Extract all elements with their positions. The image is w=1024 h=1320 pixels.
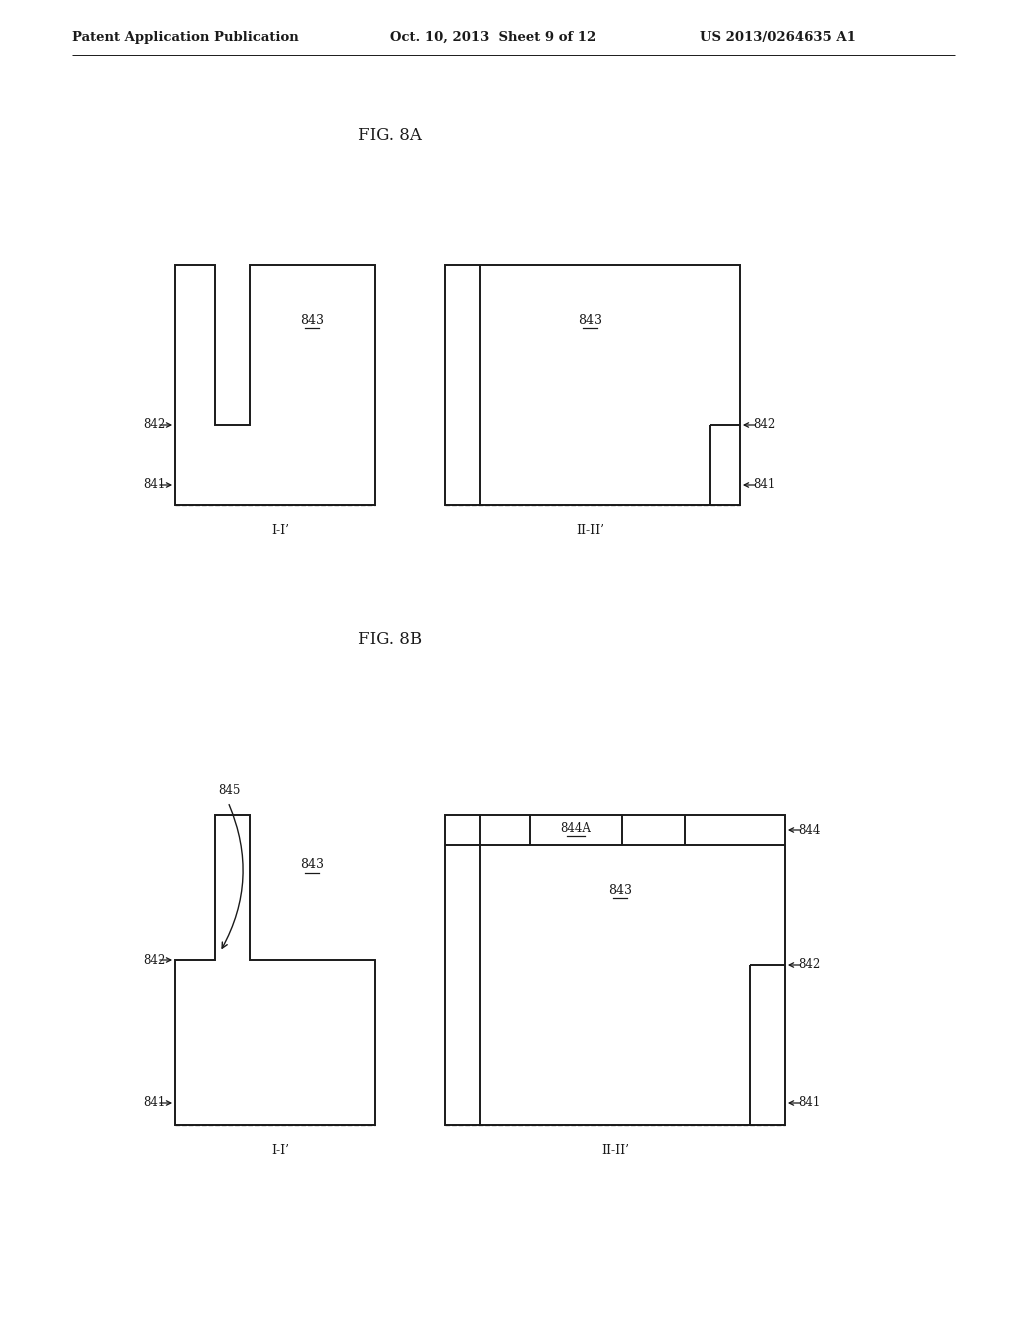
Text: US 2013/0264635 A1: US 2013/0264635 A1 [700,30,856,44]
Text: 842: 842 [798,958,820,972]
Text: 842: 842 [753,418,775,432]
Text: Patent Application Publication: Patent Application Publication [72,30,299,44]
Text: FIG. 8A: FIG. 8A [358,127,422,144]
Text: 841: 841 [143,479,166,491]
Text: 841: 841 [753,479,775,491]
Text: 844A: 844A [560,821,592,834]
Text: 843: 843 [578,314,602,326]
Text: 841: 841 [143,1097,166,1110]
Text: 844: 844 [798,824,820,837]
Text: 843: 843 [300,858,324,871]
Text: I-I’: I-I’ [271,524,289,536]
Text: FIG. 8B: FIG. 8B [358,631,422,648]
Text: 843: 843 [608,883,632,896]
Text: II-II’: II-II’ [601,1143,629,1156]
Text: 843: 843 [300,314,324,326]
Text: Oct. 10, 2013  Sheet 9 of 12: Oct. 10, 2013 Sheet 9 of 12 [390,30,596,44]
Text: 842: 842 [143,953,166,966]
Text: 842: 842 [143,418,166,432]
Text: 841: 841 [798,1097,820,1110]
Text: II-II’: II-II’ [575,524,604,536]
Text: 845: 845 [218,784,241,796]
Text: I-I’: I-I’ [271,1143,289,1156]
